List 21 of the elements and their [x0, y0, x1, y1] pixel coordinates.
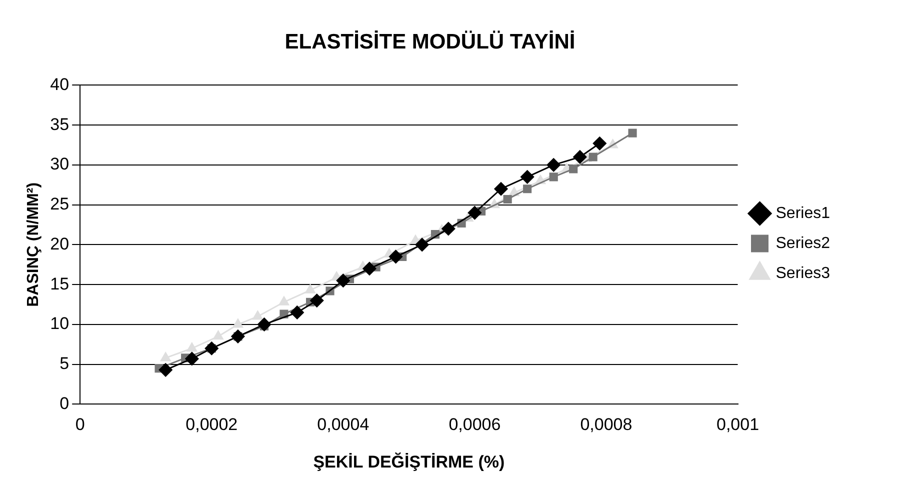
y-tick-label: 15	[50, 274, 70, 294]
y-tick-label: 0	[60, 394, 70, 413]
y-axis-title: BASINÇ (N/MM²)	[25, 182, 42, 307]
x-tick-label: 0,0006	[448, 415, 501, 434]
y-tick-label: 5	[60, 354, 70, 374]
x-tick-label: 0,0002	[186, 415, 238, 434]
legend-label: Series3	[776, 264, 830, 282]
y-tick-label: 20	[50, 234, 70, 254]
legend-label: Series1	[776, 204, 830, 222]
y-tick-label: 10	[50, 314, 70, 334]
x-axis-title: ŞEKİL DEĞİŞTİRME (%)	[313, 451, 505, 472]
y-tick-label: 30	[50, 154, 70, 174]
x-tick-label: 0,0004	[317, 415, 370, 434]
x-tick-label: 0	[75, 415, 85, 434]
y-tick-label: 40	[50, 74, 70, 94]
legend-label: Series2	[776, 234, 830, 252]
x-tick-label: 0,001	[716, 415, 760, 434]
y-tick-label: 35	[50, 114, 70, 134]
x-tick-label: 0,0008	[580, 415, 632, 434]
chart-title: ELASTİSİTE MODÜLÜ TAYİNİ	[284, 30, 576, 54]
y-tick-label: 25	[50, 194, 70, 214]
